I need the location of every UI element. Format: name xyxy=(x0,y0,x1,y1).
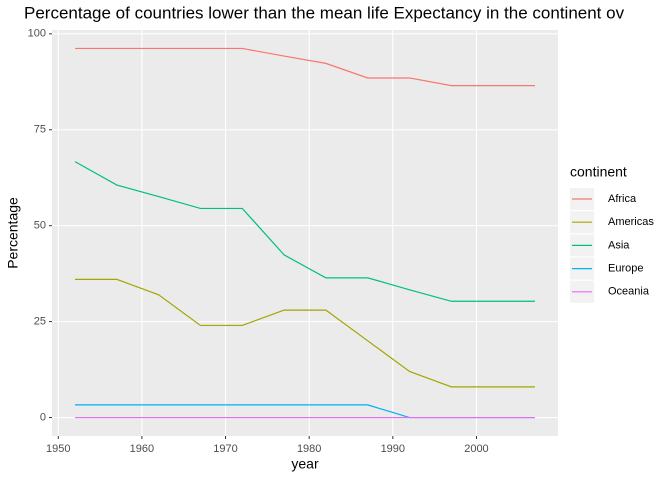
panel xyxy=(52,30,558,436)
series-line xyxy=(75,278,535,388)
legend-label: Europe xyxy=(608,263,643,275)
legend-label: Americas xyxy=(608,216,654,228)
x-tick-label: 1980 xyxy=(297,443,321,455)
y-tick-label: 100 xyxy=(28,28,46,40)
x-tick-label: 1950 xyxy=(46,443,70,455)
x-tick-label: 2000 xyxy=(464,443,488,455)
legend-title: continent xyxy=(570,164,627,180)
x-tick-label: 1960 xyxy=(130,443,154,455)
y-axis-label: Percentage xyxy=(5,197,21,269)
x-tick-label: 1970 xyxy=(213,443,237,455)
chart-title: Percentage of countries lower than the m… xyxy=(24,3,625,22)
x-axis-label: year xyxy=(291,456,319,472)
y-tick-label: 50 xyxy=(34,220,46,232)
series-line xyxy=(75,47,535,87)
y-tick-label: 75 xyxy=(34,124,46,136)
x-tick-label: 1990 xyxy=(381,443,405,455)
legend-label: Oceania xyxy=(608,286,650,298)
legend-label: Asia xyxy=(608,239,630,251)
y-tick-label: 0 xyxy=(40,411,46,423)
legend-label: Africa xyxy=(608,193,637,205)
series-line xyxy=(74,161,535,302)
y-tick-label: 25 xyxy=(34,316,46,328)
